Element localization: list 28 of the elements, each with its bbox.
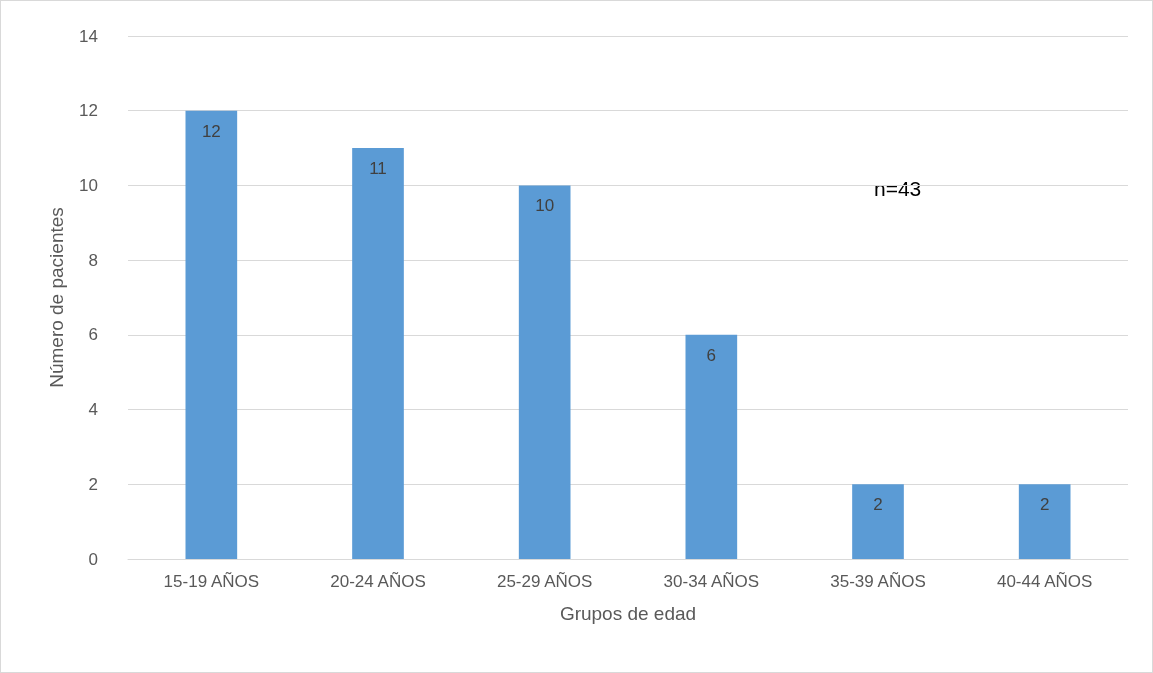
data-label: 6	[706, 345, 717, 365]
x-tick-label: 40-44 AÑOS	[996, 572, 1093, 591]
bar	[518, 185, 571, 559]
y-tick-label: 2	[88, 474, 98, 494]
y-axis-title: Número de pacientes	[46, 207, 67, 388]
bar	[852, 484, 904, 559]
bar	[185, 110, 238, 559]
y-tick-label: 10	[79, 175, 98, 195]
x-axis-title: Grupos de edad	[559, 603, 697, 624]
data-label: 2	[873, 495, 883, 515]
x-tick-label: 20-24 AÑOS	[330, 572, 426, 591]
y-tick-label: 12	[79, 101, 98, 121]
y-tick-label: 8	[88, 250, 98, 270]
y-tick-label: 6	[88, 325, 98, 345]
x-tick-label: 25-29 AÑOS	[496, 572, 593, 591]
data-label: 11	[369, 159, 387, 179]
x-tick-label: 35-39 AÑOS	[830, 572, 926, 591]
x-tick-label: 15-19 AÑOS	[163, 572, 260, 591]
bar	[1018, 484, 1071, 559]
data-label: 2	[1039, 495, 1050, 515]
data-label: 12	[201, 121, 221, 141]
data-label: 10	[535, 196, 555, 216]
bar	[685, 334, 738, 559]
y-tick-label: 0	[88, 549, 98, 569]
y-tick-label: 14	[79, 26, 98, 46]
y-tick-label: 4	[88, 400, 98, 420]
x-tick-label: 30-34 AÑOS	[663, 572, 760, 591]
bar	[352, 148, 404, 559]
